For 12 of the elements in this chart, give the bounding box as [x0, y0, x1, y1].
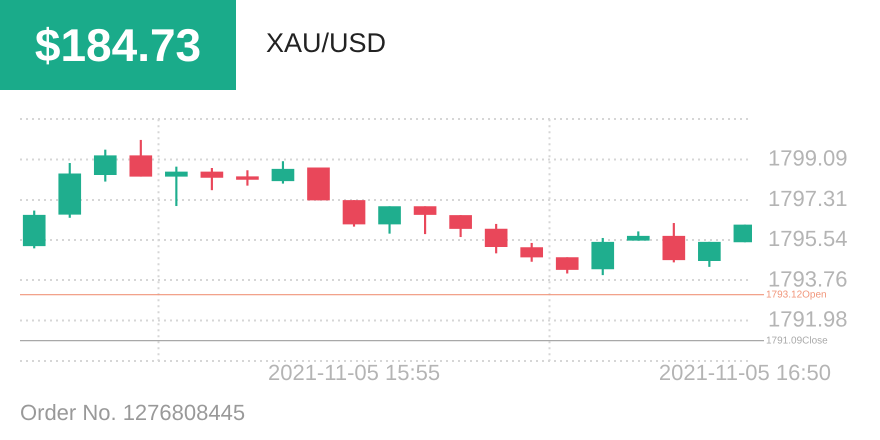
- ref-line-label: 1791.09Close: [766, 335, 828, 346]
- chart-subtitle: XAU/USD: [266, 28, 386, 59]
- y-tick-label: 1795.54: [768, 226, 848, 251]
- chart-title: $184.73: [0, 0, 236, 90]
- y-tick-label: 1799.09: [768, 146, 848, 171]
- ref-line-label: 1793.12Open: [766, 289, 827, 300]
- text: Order No. 1276808445: [20, 400, 246, 426]
- y-tick-label: 1797.31: [768, 186, 848, 211]
- y-tick-label: 1791.98: [768, 306, 848, 332]
- y-tick-label: 1793.76: [768, 266, 848, 292]
- x-tick-label: 2021-11-05 15:55: [268, 360, 440, 386]
- x-tick-label: 2021-11-05 16:50: [658, 360, 831, 386]
